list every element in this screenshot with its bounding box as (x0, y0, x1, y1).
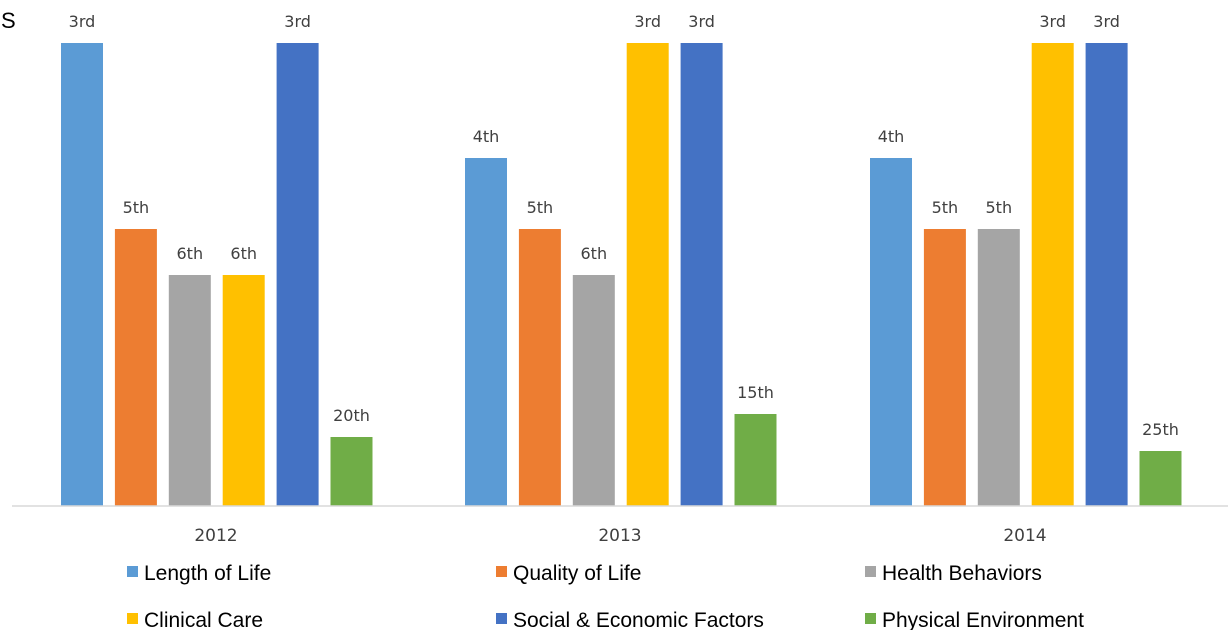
bar-physical-environment-2012 (330, 437, 373, 506)
data-label-length-of-life-2012: 3rd (69, 12, 96, 31)
bar-quality-of-life-2013 (518, 229, 561, 506)
legend-swatch-clinical-care (127, 613, 138, 624)
bar-physical-environment-2013 (734, 414, 777, 506)
legend-label-physical-environment: Physical Environment (882, 609, 1084, 630)
data-label-social-economic-factors-2012: 3rd (284, 12, 311, 31)
data-label-quality-of-life-2012: 5th (123, 198, 150, 217)
legend: Length of Life Quality of Life Health Beha… (127, 562, 1084, 630)
bar-social-economic-factors-2013 (680, 43, 723, 506)
data-label-social-economic-factors-2014: 3rd (1093, 12, 1120, 31)
legend-swatch-health-behaviors (865, 566, 876, 577)
x-tick-2012: 2012 (194, 526, 237, 546)
bar-clinical-care-2013 (626, 43, 669, 506)
legend-swatch-social-economic-factors (496, 613, 507, 624)
legend-swatch-quality-of-life (496, 566, 507, 577)
bar-health-behaviors-2012 (168, 275, 211, 506)
data-label-health-behaviors-2013: 6th (581, 244, 608, 263)
bar-clinical-care-2012 (222, 275, 265, 506)
data-label-clinical-care-2014: 3rd (1039, 12, 1066, 31)
data-label-physical-environment-2012: 20th (333, 406, 370, 425)
data-label-health-behaviors-2014: 5th (986, 198, 1013, 217)
x-tick-labels: 2012 2013 2014 (194, 526, 1046, 546)
data-label-length-of-life-2013: 4th (473, 127, 500, 146)
legend-swatch-physical-environment (865, 613, 876, 624)
legend-label-quality-of-life: Quality of Life (513, 562, 641, 585)
data-label-physical-environment-2013: 15th (737, 383, 774, 402)
bar-social-economic-factors-2012 (276, 43, 319, 506)
bar-length-of-life-2013 (465, 158, 507, 506)
data-label-length-of-life-2014: 4th (878, 127, 905, 146)
bar-quality-of-life-2012 (114, 229, 157, 506)
corner-text: S (1, 8, 16, 33)
bar-length-of-life-2014 (870, 158, 912, 506)
bars-group (61, 43, 1182, 506)
bar-quality-of-life-2014 (923, 229, 966, 506)
bar-physical-environment-2014 (1139, 451, 1182, 506)
data-label-physical-environment-2014: 25th (1142, 420, 1179, 439)
legend-label-clinical-care: Clinical Care (144, 609, 263, 630)
legend-label-social-economic-factors: Social & Economic Factors (513, 609, 764, 630)
bar-length-of-life-2012 (61, 43, 103, 506)
bar-labels-group: 3rd 4th 4th 5th 5th 5th 6th 6th 5th 6th 3rd 3rd 3rd 3… (69, 12, 1179, 439)
legend-swatch-length-of-life (127, 566, 138, 577)
x-tick-2014: 2014 (1003, 526, 1046, 546)
data-label-health-behaviors-2012: 6th (177, 244, 204, 263)
bar-health-behaviors-2013 (572, 275, 615, 506)
x-tick-2013: 2013 (598, 526, 641, 546)
data-label-quality-of-life-2013: 5th (527, 198, 554, 217)
data-label-quality-of-life-2014: 5th (932, 198, 959, 217)
legend-label-health-behaviors: Health Behaviors (882, 562, 1042, 585)
data-label-clinical-care-2013: 3rd (634, 12, 661, 31)
bar-health-behaviors-2014 (977, 229, 1020, 506)
data-label-social-economic-factors-2013: 3rd (688, 12, 715, 31)
bar-social-economic-factors-2014 (1085, 43, 1128, 506)
legend-label-length-of-life: Length of Life (144, 562, 271, 585)
bar-clinical-care-2014 (1031, 43, 1074, 506)
data-label-clinical-care-2012: 6th (230, 244, 257, 263)
